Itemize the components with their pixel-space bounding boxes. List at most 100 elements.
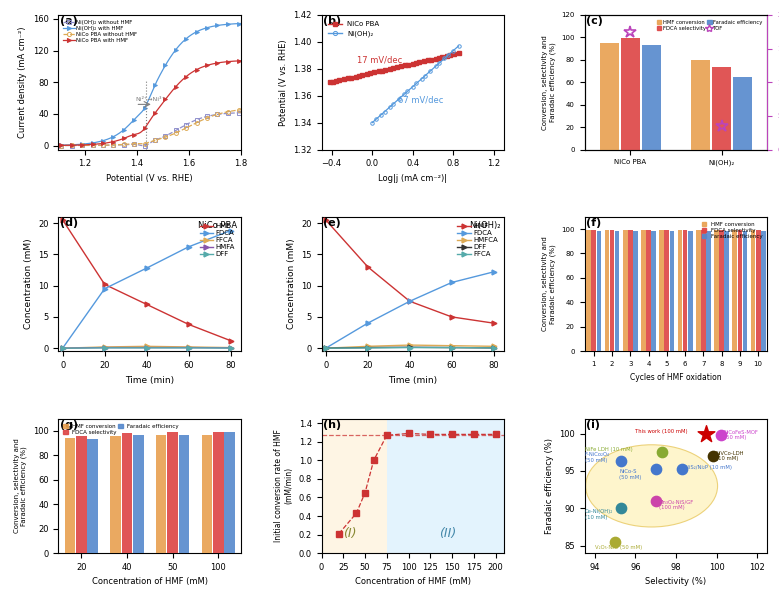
Bar [678, 230, 682, 352]
Text: Ce-Ni(OH)₂
(10 mM): Ce-Ni(OH)₂ (10 mM) [584, 509, 613, 520]
Text: This work (100 mM): This work (100 mM) [636, 429, 688, 434]
Text: NiCoFeS-MOF
(50 mM): NiCoFeS-MOF (50 mM) [724, 429, 759, 441]
Text: (b): (b) [323, 16, 341, 26]
Point [676, 464, 689, 474]
Y-axis label: Conversion, selectivity and
Faradaic efficiency (%): Conversion, selectivity and Faradaic eff… [542, 35, 556, 130]
Text: NiVCo-LDH
(10 mM): NiVCo-LDH (10 mM) [716, 450, 744, 462]
Bar [111, 436, 121, 553]
Text: (e): (e) [323, 218, 341, 228]
Y-axis label: Concentration (mM): Concentration (mM) [23, 239, 33, 329]
Legend: Ni(OH)₂ without HMF, Ni(OH)₂ with HMF, NiCo PBA without HMF, NiCo PBA with HMF: Ni(OH)₂ without HMF, Ni(OH)₂ with HMF, N… [62, 18, 139, 45]
Text: V₂O₅·N₂O (50 mM): V₂O₅·N₂O (50 mM) [594, 545, 642, 550]
Bar [587, 230, 591, 352]
Bar [670, 231, 675, 352]
Bar [610, 230, 615, 352]
Bar [751, 230, 756, 352]
Bar [621, 38, 640, 150]
Legend: HMF conversion, FDCA selectivity, Faradaic efficiency: HMF conversion, FDCA selectivity, Farada… [62, 422, 182, 437]
Bar [701, 230, 706, 352]
Bar [688, 231, 693, 352]
Text: (d): (d) [60, 218, 79, 228]
Text: (a): (a) [60, 16, 78, 26]
Bar [202, 435, 212, 553]
Legend: HMF, FDCA, FFCA, HMFA, DFF: HMF, FDCA, FFCA, HMFA, DFF [197, 220, 238, 260]
Bar [65, 438, 75, 553]
Point [700, 429, 713, 438]
Bar [179, 435, 189, 553]
Point [714, 430, 727, 440]
Bar [597, 231, 601, 352]
Bar [733, 77, 753, 150]
X-axis label: Potential (V vs. RHE): Potential (V vs. RHE) [107, 174, 193, 183]
Legend: HMF conversion, FDCA selectivity, Faradaic efficiency, TOF: HMF conversion, FDCA selectivity, Farada… [655, 17, 765, 33]
Point [650, 496, 662, 505]
Y-axis label: Conversion, selectivity and
Faradaic efficiency (%): Conversion, selectivity and Faradaic eff… [542, 237, 556, 331]
X-axis label: Cycles of HMF oxidation: Cycles of HMF oxidation [630, 373, 722, 382]
Bar [664, 230, 669, 352]
Bar [76, 436, 86, 553]
Ellipse shape [586, 445, 717, 527]
Text: (i): (i) [587, 420, 601, 430]
Bar [133, 435, 143, 553]
Point [609, 537, 622, 547]
Bar [706, 231, 711, 352]
X-axis label: Time (min): Time (min) [388, 376, 438, 385]
Bar [738, 230, 742, 352]
Y-axis label: Current density (mA cm⁻²): Current density (mA cm⁻²) [18, 26, 27, 138]
Bar [642, 45, 661, 150]
X-axis label: Concentration of HMF (mM): Concentration of HMF (mM) [92, 578, 208, 587]
Text: NiS₂/Ni₂P (10 mM): NiS₂/Ni₂P (10 mM) [685, 465, 732, 469]
Bar [600, 43, 619, 150]
Bar [615, 231, 619, 352]
Text: (c): (c) [587, 16, 603, 26]
Bar [623, 230, 628, 352]
Bar [756, 230, 760, 352]
X-axis label: Selectivity (%): Selectivity (%) [645, 578, 707, 587]
Bar [605, 230, 609, 352]
Bar [167, 432, 178, 553]
Y-axis label: Faradaic efficiency (%): Faradaic efficiency (%) [545, 438, 554, 534]
Bar [647, 230, 651, 352]
X-axis label: Time (min): Time (min) [125, 376, 174, 385]
Bar [732, 230, 737, 352]
Bar [712, 66, 731, 150]
Text: Ni²⁺→Ni³⁺: Ni²⁺→Ni³⁺ [136, 97, 165, 102]
Bar [724, 231, 729, 352]
X-axis label: Concentration of HMF (mM): Concentration of HMF (mM) [355, 578, 471, 587]
Text: 17 mV/dec: 17 mV/dec [357, 55, 402, 64]
Legend: NiCo PBA, Ni(OH)₂: NiCo PBA, Ni(OH)₂ [325, 19, 382, 40]
Bar [591, 230, 596, 352]
Bar [156, 435, 167, 553]
Bar [719, 230, 724, 352]
Legend: HMF, FDCA, HMFCA, DFF, FFCA: HMF, FDCA, HMFCA, DFF, FFCA [454, 220, 501, 260]
Legend: HMF conversion, FDCA selectivity, Faradaic efficiency: HMF conversion, FDCA selectivity, Farada… [700, 219, 764, 241]
Bar [714, 230, 719, 352]
Text: F-NiCo₂O₄
(50 mM): F-NiCo₂O₄ (50 mM) [584, 452, 610, 463]
Text: (g): (g) [60, 420, 79, 430]
Bar [322, 419, 386, 553]
Point [707, 451, 719, 460]
Bar [386, 419, 504, 553]
Text: NiFe LDH (10 mM): NiFe LDH (10 mM) [584, 447, 633, 453]
Y-axis label: Initial conversion rate of HMF
(mM/min): Initial conversion rate of HMF (mM/min) [273, 429, 293, 542]
Bar [633, 231, 638, 352]
Bar [87, 440, 98, 553]
Bar [761, 231, 766, 352]
Point [650, 464, 662, 474]
X-axis label: Log|j (mA cm⁻²)|: Log|j (mA cm⁻²)| [379, 174, 447, 183]
Y-axis label: Concentration (mM): Concentration (mM) [287, 239, 296, 329]
Bar [628, 230, 633, 352]
Bar [659, 230, 664, 352]
Bar [682, 230, 687, 352]
Text: Mn₃O₄·NiS/GF
(100 mM): Mn₃O₄·NiS/GF (100 mM) [659, 499, 694, 510]
Text: Ni(OH)₂: Ni(OH)₂ [469, 221, 501, 230]
Text: NiCo PBA: NiCo PBA [199, 221, 238, 230]
Bar [742, 231, 747, 352]
Bar [691, 60, 710, 150]
Bar [213, 432, 224, 553]
Bar [224, 432, 235, 553]
Text: (f): (f) [587, 218, 601, 228]
Text: (II): (II) [439, 527, 456, 541]
Bar [122, 434, 132, 553]
Text: NiCo-S
(50 mM): NiCo-S (50 mM) [619, 469, 641, 480]
